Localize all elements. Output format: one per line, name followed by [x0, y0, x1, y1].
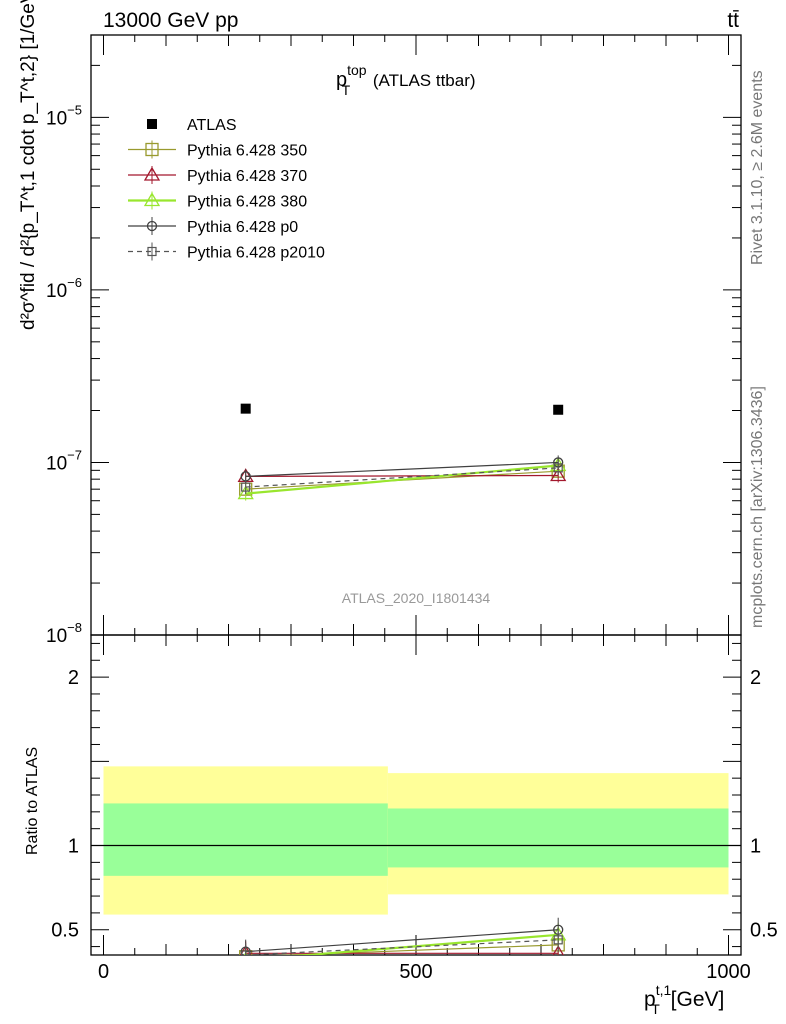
- ratio-point: [241, 950, 251, 955]
- ratio-bands: [91, 766, 741, 915]
- data-point: [240, 403, 251, 414]
- y-tick-label-exponent: −8: [67, 620, 82, 635]
- x-tick-label: 500: [399, 961, 432, 983]
- ratio-y-tick-label-right: 1: [750, 836, 761, 858]
- ratio-y-tick-label: 0.5: [51, 920, 79, 942]
- data-point: [237, 485, 254, 500]
- y-tick-label: 10−6: [46, 275, 82, 302]
- y-tick-label: 10−8: [46, 620, 82, 647]
- y-tick-label-mantissa: 10: [46, 108, 67, 129]
- ratio-line: [245, 929, 559, 953]
- ratio-point: [553, 935, 563, 945]
- legend-marker: [143, 166, 161, 181]
- y-tick-label-exponent: −6: [67, 275, 82, 290]
- y-tick-label-mantissa: 10: [46, 626, 67, 647]
- ratio-line: [274, 944, 559, 955]
- mcplots-label: mcplots.cern.ch [arXiv:1306.3436]: [749, 386, 766, 628]
- series-line: [245, 461, 559, 478]
- ratio-point: [552, 945, 565, 955]
- ratio-y-tick-label-right: 2: [750, 667, 761, 689]
- data-point: [553, 463, 563, 473]
- x-axis-label: pt,1 T [GeV]: [644, 982, 724, 1017]
- series-line: [245, 467, 559, 488]
- ratio-y-ticks: 0.5 0.5 1 1 2 2: [51, 642, 778, 948]
- data-point: [550, 467, 567, 482]
- y-tick-label: 10−7: [46, 447, 82, 474]
- ratio-y-axis-label: Ratio to ATLAS: [24, 747, 41, 855]
- header-left: 13000 GeV pp: [103, 9, 238, 32]
- ratio-line: [245, 939, 559, 955]
- series-line: [245, 474, 559, 478]
- legend-label: Pythia 6.428 p0: [187, 219, 298, 236]
- data-point: [241, 482, 251, 492]
- x-tick-label: 0: [98, 961, 109, 983]
- series-line: [245, 464, 559, 495]
- x-tick-label: 1000: [706, 961, 751, 983]
- watermark: ATLAS_2020_I1801434: [342, 590, 491, 606]
- rivet-label: Rivet 3.1.10, ≥ 2.6M events: [749, 70, 766, 265]
- legend-label: Pythia 6.428 380: [187, 194, 307, 211]
- plot-title: ptop T (ATLAS ttbar): [336, 62, 476, 98]
- legend-label: Pythia 6.428 p2010: [187, 245, 325, 262]
- x-ticks: 0 500 1000: [98, 35, 751, 983]
- y-tick-label-mantissa: 10: [46, 453, 67, 474]
- band-inner: [387, 808, 729, 868]
- ratio-y-tick-label: 2: [68, 667, 79, 689]
- legend-marker: [147, 246, 157, 257]
- legend-label: Pythia 6.428 350: [187, 143, 307, 160]
- legend-label: ATLAS: [187, 117, 237, 134]
- y-tick-label: 10−5: [46, 102, 82, 129]
- legend-marker: [147, 119, 157, 129]
- legend-marker: [145, 142, 159, 157]
- legend-marker: [143, 192, 161, 207]
- legend-label: Pythia 6.428 370: [187, 168, 307, 185]
- y-tick-label-exponent: −7: [67, 447, 82, 462]
- band-inner: [103, 803, 388, 876]
- header-right: tt̄: [727, 9, 739, 32]
- data-point: [553, 404, 564, 415]
- main-y-ticks: 10−810−710−610−5: [46, 64, 741, 647]
- ratio-y-tick-label-right: 0.5: [750, 920, 778, 942]
- ratio-series: [239, 917, 567, 955]
- legend-marker: [146, 220, 158, 232]
- y-axis-label: d²σ^fid / d²{p_T^t,1 cdot p_T^t,2} [1/Ge…: [18, 0, 39, 330]
- main-series: [237, 403, 567, 501]
- ratio-y-tick-label: 1: [68, 836, 79, 858]
- y-tick-label-exponent: −5: [67, 102, 82, 117]
- legend: ATLAS Pythia 6.428 350 Pythia 6.428 370 Pyt…: [128, 117, 325, 262]
- y-tick-label-mantissa: 10: [46, 281, 67, 302]
